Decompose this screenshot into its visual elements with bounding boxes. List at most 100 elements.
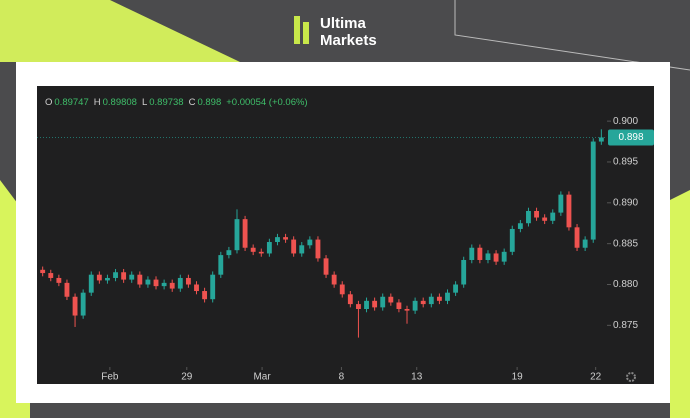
- candle-body: [388, 296, 394, 303]
- candle-body: [526, 210, 531, 224]
- candle-body: [242, 219, 248, 248]
- legend-key: C: [189, 97, 196, 108]
- candle-body: [517, 223, 523, 229]
- brand-line2: Markets: [320, 32, 377, 49]
- candle-body: [161, 282, 167, 287]
- legend-value: 0.89738: [149, 97, 183, 108]
- candle-body: [145, 279, 151, 285]
- legend-key: O: [45, 97, 52, 108]
- candle-body: [185, 277, 191, 285]
- candle-body: [218, 255, 224, 275]
- candle-body: [315, 239, 321, 259]
- candle-body: [210, 274, 216, 300]
- x-tick-label: 8: [339, 372, 345, 383]
- x-tick-label: 22: [590, 372, 602, 383]
- candle-body: [372, 300, 378, 308]
- candle-body: [542, 217, 548, 221]
- candle-body: [501, 251, 507, 262]
- candle-body: [299, 245, 305, 254]
- candle-body: [356, 304, 361, 310]
- candle-body: [169, 282, 175, 289]
- last-price-box: [608, 129, 654, 146]
- candle-body: [129, 274, 135, 280]
- candle-body: [477, 247, 483, 260]
- candle-body: [64, 282, 70, 297]
- gear[interactable]: [626, 372, 636, 382]
- decor-line: [454, 0, 690, 71]
- candle-body: [72, 296, 78, 316]
- candle-body: [590, 141, 596, 240]
- candle-body: [404, 309, 410, 311]
- candle-body: [598, 137, 604, 142]
- x-tick-label: 19: [512, 372, 524, 383]
- candle-body: [258, 251, 264, 254]
- brand-line1: Ultima: [320, 15, 367, 32]
- candle-body: [177, 277, 183, 289]
- candle-body: [121, 272, 127, 280]
- y-tick-label: 0.890: [613, 197, 638, 208]
- candle-body: [396, 302, 402, 310]
- logo: Ultima Markets: [294, 15, 377, 49]
- legend-change: +0.00054 (+0.06%): [226, 97, 307, 108]
- candle-body: [88, 274, 94, 293]
- legend-key: H: [94, 97, 101, 108]
- legend-value: 0.89808: [103, 97, 137, 108]
- candle-body: [493, 253, 499, 262]
- candle-body: [436, 296, 442, 301]
- legend-value: 0.898: [197, 97, 221, 108]
- candle-body: [461, 259, 467, 285]
- x-tick-label: Feb: [101, 372, 119, 383]
- candle-body: [558, 194, 564, 213]
- candle-body: [445, 292, 450, 301]
- settings-icon[interactable]: [626, 372, 636, 382]
- candle-body: [412, 300, 418, 311]
- legend-value: 0.89747: [54, 97, 88, 108]
- x-tick-label: Mar: [253, 372, 271, 383]
- candle-body: [80, 292, 86, 316]
- candle-body: [266, 242, 272, 254]
- candle-body: [202, 291, 208, 300]
- logo-bar: [294, 16, 300, 44]
- x-tick-label: 13: [411, 372, 423, 383]
- candle-body: [420, 300, 426, 305]
- y-tick-label: 0.895: [613, 157, 638, 168]
- candle-body: [153, 279, 159, 287]
- last-price-label: 0.898: [618, 132, 643, 143]
- x-tick-label: 29: [181, 372, 193, 383]
- candle-body: [566, 194, 572, 228]
- candle-body: [582, 239, 588, 248]
- y-tick-label: 0.880: [613, 279, 638, 290]
- candle-body: [40, 269, 46, 274]
- candle-body: [323, 258, 329, 275]
- logo-bar: [303, 22, 309, 44]
- candle-body: [291, 239, 297, 254]
- candle-body: [469, 247, 475, 260]
- candle-body: [96, 274, 102, 281]
- candle-body: [48, 273, 54, 278]
- candle-body: [364, 300, 369, 310]
- candle-body: [485, 253, 491, 260]
- y-tick-label: 0.900: [613, 116, 638, 127]
- candle-body: [347, 294, 353, 305]
- candle-body: [339, 284, 345, 295]
- candle-body: [574, 227, 580, 248]
- candle-body: [283, 237, 288, 240]
- candle-body: [194, 284, 199, 292]
- decor-lime-right: [670, 190, 690, 418]
- legend-key: L: [142, 97, 147, 108]
- candle-body: [105, 277, 110, 281]
- candle-body: [380, 296, 386, 308]
- candle-body: [509, 228, 515, 252]
- candle-body: [137, 274, 143, 285]
- decor-lime-top: [0, 0, 240, 62]
- candle-body: [56, 277, 62, 283]
- chart-area: [37, 86, 654, 384]
- candle-body: [453, 284, 459, 293]
- y-tick-label: 0.885: [613, 238, 638, 249]
- candle-body: [550, 212, 556, 221]
- candle-body: [226, 250, 232, 256]
- candle-body: [307, 239, 313, 246]
- candle-body: [113, 272, 118, 278]
